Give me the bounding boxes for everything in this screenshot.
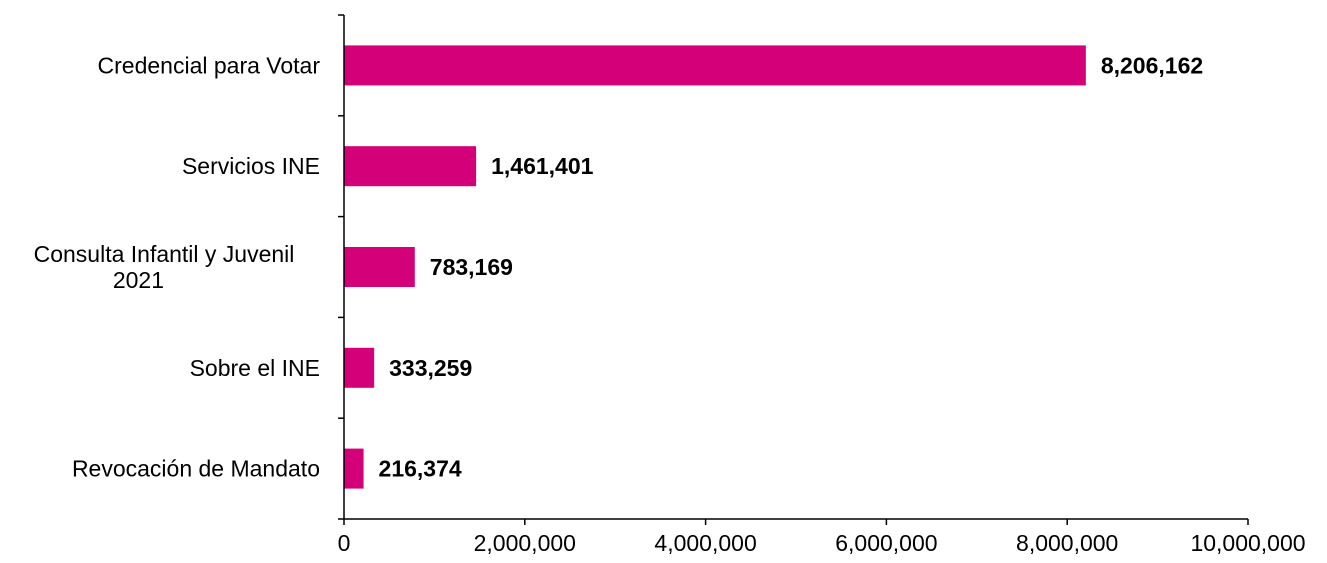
- category-label: Sobre el INE: [190, 355, 320, 381]
- x-tick-label: 6,000,000: [835, 530, 937, 556]
- category-label: Consulta Infantil y Juvenil 2021: [34, 241, 295, 293]
- bar: [344, 448, 364, 489]
- bar: [344, 347, 375, 388]
- category-label: Credencial para Votar: [98, 52, 321, 78]
- data-label: 1,461,401: [491, 153, 594, 179]
- data-label: 8,206,162: [1101, 52, 1203, 78]
- category-label: Revocación de Mandato: [72, 456, 320, 482]
- axes-layer: [338, 14, 1249, 525]
- bar: [344, 146, 477, 187]
- x-tick-label: 10,000,000: [1190, 530, 1305, 556]
- category-label-line: Consulta Infantil y Juvenil: [34, 241, 295, 267]
- labels-layer: 8,206,162 Credencial para Votar 1,461,401 S…: [34, 52, 1306, 556]
- category-label-line: 2021: [113, 267, 164, 293]
- x-tick-label: 8,000,000: [1016, 530, 1118, 556]
- category-label: Servicios INE: [182, 153, 320, 179]
- x-tick-label: 2,000,000: [474, 530, 576, 556]
- bars-layer: [344, 45, 1086, 489]
- data-label: 216,374: [379, 456, 462, 482]
- data-label: 333,259: [389, 355, 472, 381]
- bar: [344, 45, 1086, 86]
- data-label: 783,169: [430, 254, 513, 280]
- bar: [344, 247, 415, 287]
- x-tick-label: 4,000,000: [654, 530, 756, 556]
- x-tick-label: 0: [338, 530, 351, 556]
